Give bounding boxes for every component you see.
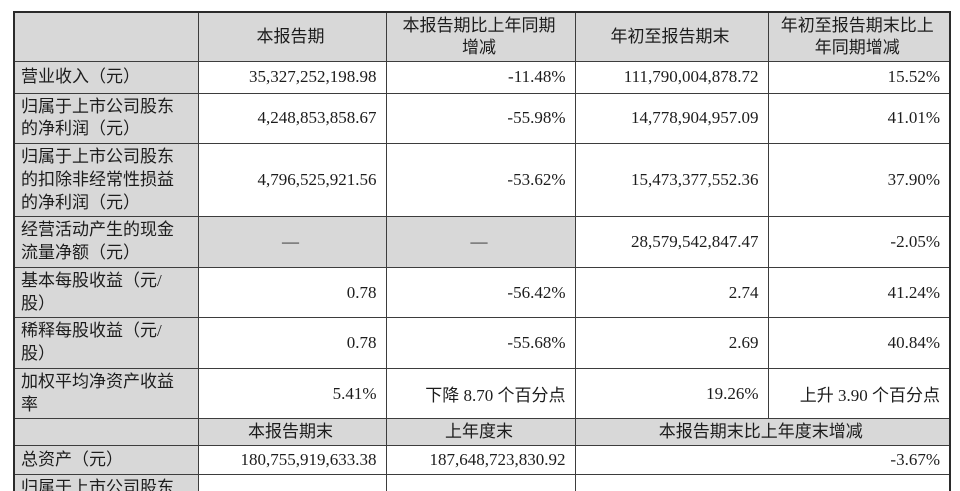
table-row-operating-cash-flow: 经营活动产生的现金 流量净额（元） — — 28,579,542,847.47 … bbox=[13, 216, 951, 268]
cell-ytd-yoy: -2.05% bbox=[767, 216, 951, 268]
cell-current: 35,327,252,198.98 bbox=[197, 60, 387, 94]
cell-current: 0.78 bbox=[197, 266, 387, 319]
row-label: 归属于上市公司股东 的所有者权益（元） bbox=[13, 474, 199, 491]
cell-ytd-yoy: 15.52% bbox=[767, 60, 951, 94]
table-row-owners-equity: 归属于上市公司股东 的所有者权益（元） 76,870,330,747.41 72… bbox=[13, 474, 951, 491]
header-ytd: 年初至报告期末 bbox=[574, 11, 769, 62]
cell-current: 5.41% bbox=[197, 367, 387, 420]
subheader-period-end-change: 本报告期末比上年度末增减 bbox=[574, 418, 951, 447]
table-row-revenue: 营业收入（元） 35,327,252,198.98 -11.48% 111,79… bbox=[13, 60, 951, 94]
cell-prev-year-end: 187,648,723,830.92 bbox=[385, 445, 576, 476]
row-label: 加权平均净资产收益 率 bbox=[13, 367, 199, 420]
cell-current-yoy: -56.42% bbox=[385, 266, 576, 319]
table-row-diluted-eps: 稀释每股收益（元/ 股） 0.78 -55.68% 2.69 40.84% bbox=[13, 317, 951, 369]
cell-current: 0.78 bbox=[197, 317, 387, 369]
subheader-period-end: 本报告期末 bbox=[197, 418, 387, 447]
row-label: 归属于上市公司股东 的扣除非经常性损益 的净利润（元） bbox=[13, 143, 199, 218]
cell-current-yoy: -53.62% bbox=[385, 143, 576, 218]
financial-summary-table: 本报告期 本报告期比上年同期 增减 年初至报告期末 年初至报告期末比上 年同期增… bbox=[13, 11, 951, 491]
cell-change: 6.72% bbox=[574, 474, 951, 491]
cell-period-end: 76,870,330,747.41 bbox=[197, 474, 387, 491]
cell-ytd-yoy: 40.84% bbox=[767, 317, 951, 369]
row-label: 基本每股收益（元/ 股） bbox=[13, 266, 199, 319]
cell-current-yoy: -55.68% bbox=[385, 317, 576, 369]
header-current-period-yoy: 本报告期比上年同期 增减 bbox=[385, 11, 576, 62]
row-label: 总资产（元） bbox=[13, 445, 199, 476]
table-row-weighted-roe: 加权平均净资产收益 率 5.41% 下降 8.70 个百分点 19.26% 上升… bbox=[13, 367, 951, 420]
subheader-prev-year-end: 上年度末 bbox=[385, 418, 576, 447]
table-row-net-profit: 归属于上市公司股东 的净利润（元） 4,248,853,858.67 -55.9… bbox=[13, 92, 951, 145]
table-row-basic-eps: 基本每股收益（元/ 股） 0.78 -56.42% 2.74 41.24% bbox=[13, 266, 951, 319]
cell-ytd: 15,473,377,552.36 bbox=[574, 143, 769, 218]
cell-ytd: 111,790,004,878.72 bbox=[574, 60, 769, 94]
cell-ytd-yoy: 41.01% bbox=[767, 92, 951, 145]
row-label: 营业收入（元） bbox=[13, 60, 199, 94]
cell-ytd: 2.69 bbox=[574, 317, 769, 369]
cell-ytd: 19.26% bbox=[574, 367, 769, 420]
cell-ytd-yoy: 上升 3.90 个百分点 bbox=[767, 367, 951, 420]
cell-ytd: 14,778,904,957.09 bbox=[574, 92, 769, 145]
cell-current: 4,248,853,858.67 bbox=[197, 92, 387, 145]
cell-ytd: 2.74 bbox=[574, 266, 769, 319]
cell-ytd: 28,579,542,847.47 bbox=[574, 216, 769, 268]
cell-current-yoy: -11.48% bbox=[385, 60, 576, 94]
cell-current-yoy: -55.98% bbox=[385, 92, 576, 145]
header-ytd-yoy: 年初至报告期末比上 年同期增减 bbox=[767, 11, 951, 62]
cell-current-na: — bbox=[197, 216, 387, 268]
cell-current: 4,796,525,921.56 bbox=[197, 143, 387, 218]
cell-current-yoy-na: — bbox=[385, 216, 576, 268]
table-subheader-row: 本报告期末 上年度末 本报告期末比上年度末增减 bbox=[13, 418, 951, 447]
cell-prev-year-end: 72,031,777,857.01 bbox=[385, 474, 576, 491]
cell-ytd-yoy: 37.90% bbox=[767, 143, 951, 218]
subheader-corner-cell bbox=[13, 418, 199, 447]
table-row-total-assets: 总资产（元） 180,755,919,633.38 187,648,723,83… bbox=[13, 445, 951, 476]
cell-period-end: 180,755,919,633.38 bbox=[197, 445, 387, 476]
header-corner-cell bbox=[13, 11, 199, 62]
table-row-net-profit-deducted: 归属于上市公司股东 的扣除非经常性损益 的净利润（元） 4,796,525,92… bbox=[13, 143, 951, 218]
row-label: 稀释每股收益（元/ 股） bbox=[13, 317, 199, 369]
header-current-period: 本报告期 bbox=[197, 11, 387, 62]
cell-current-yoy: 下降 8.70 个百分点 bbox=[385, 367, 576, 420]
cell-ytd-yoy: 41.24% bbox=[767, 266, 951, 319]
row-label: 归属于上市公司股东 的净利润（元） bbox=[13, 92, 199, 145]
table-header-row: 本报告期 本报告期比上年同期 增减 年初至报告期末 年初至报告期末比上 年同期增… bbox=[13, 11, 951, 62]
row-label: 经营活动产生的现金 流量净额（元） bbox=[13, 216, 199, 268]
cell-change: -3.67% bbox=[574, 445, 951, 476]
